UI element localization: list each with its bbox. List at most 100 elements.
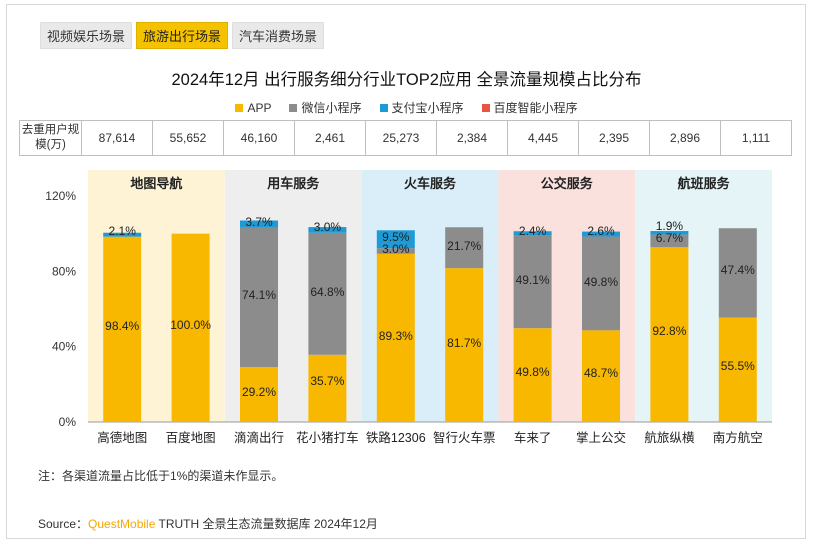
bar-segment — [582, 236, 620, 331]
user-scale-table: 去重用户规模(万) 87,614 55,652 46,160 2,461 25,… — [19, 120, 792, 156]
group-label: 航班服务 — [678, 176, 731, 191]
legend-label-app: APP — [247, 100, 272, 115]
bar-segment — [718, 228, 757, 318]
x-tick-label: 百度地图 — [166, 430, 216, 445]
bar-segment — [582, 231, 620, 237]
group-label: 公交服务 — [541, 176, 594, 191]
data-label: 2.4% — [519, 224, 547, 238]
x-tick-label: 铁路12306 — [366, 430, 426, 445]
user-scale-cell: 87,614 — [81, 120, 153, 156]
legend-swatch-baidu — [481, 103, 490, 112]
bar-segment — [308, 227, 347, 233]
y-tick-label: 120% — [45, 189, 76, 203]
bar-segment — [650, 247, 689, 422]
user-scale-cell: 46,160 — [223, 120, 295, 156]
bar-segment — [582, 330, 620, 422]
bar-segment — [513, 328, 552, 422]
data-label: 29.2% — [242, 385, 276, 399]
legend-item-wechat: 微信小程序 — [289, 99, 362, 116]
x-tick-label: 花小猪打车 — [296, 430, 359, 445]
legend-label-alipay: 支付宝小程序 — [391, 101, 464, 115]
tab-video-entertainment[interactable]: 视频娱乐场景 — [40, 22, 133, 49]
bar-segment — [445, 268, 484, 422]
bar-segment — [171, 233, 210, 422]
source-prefix: Source： — [38, 517, 89, 531]
bar-segment — [308, 232, 347, 355]
data-label: 6.7% — [656, 231, 684, 245]
data-label: 49.8% — [516, 365, 550, 379]
data-label: 2.1% — [109, 224, 137, 238]
footnote: 注：各渠道流量占比低于1%的渠道未作显示。 — [38, 469, 284, 483]
group-label: 用车服务 — [266, 176, 320, 191]
data-label: 100.0% — [170, 318, 211, 332]
data-label: 89.3% — [379, 329, 413, 343]
data-label: 49.1% — [516, 273, 550, 287]
bar-segment — [240, 367, 278, 422]
x-tick-label: 高德地图 — [97, 430, 147, 445]
data-label: 47.4% — [721, 263, 755, 277]
legend-item-app: APP — [235, 99, 271, 116]
legend-swatch-alipay — [379, 103, 388, 112]
user-scale-cell: 1,111 — [720, 120, 792, 156]
bar-segment — [103, 232, 142, 237]
scene-tabs: 视频娱乐场景 旅游出行场景 汽车消费场景 — [40, 22, 325, 49]
data-label: 35.7% — [310, 374, 344, 388]
legend-swatch-app — [235, 103, 244, 112]
bar-segment — [376, 230, 415, 249]
source-brand: QuestMobile — [88, 517, 156, 531]
data-label: 64.8% — [310, 285, 344, 299]
x-tick-label: 掌上公交 — [576, 430, 626, 445]
y-tick-label: 0% — [59, 415, 77, 429]
tab-auto-consumption[interactable]: 汽车消费场景 — [232, 22, 325, 49]
source-suffix: TRUTH 全景生态流量数据库 2024年12月 — [155, 517, 378, 531]
data-label: 3.7% — [245, 215, 273, 229]
bar-segment — [718, 317, 757, 422]
user-scale-cell: 2,395 — [578, 120, 650, 156]
data-label: 74.1% — [242, 288, 276, 302]
data-label: 21.7% — [447, 239, 481, 253]
group-label: 地图导航 — [130, 176, 182, 191]
group-label: 火车服务 — [404, 176, 457, 191]
y-tick-label: 40% — [52, 340, 76, 354]
legend-item-baidu: 百度智能小程序 — [481, 99, 578, 116]
bar-segment — [513, 231, 552, 236]
x-tick-label: 滴滴出行 — [234, 430, 284, 445]
data-label: 3.0% — [314, 220, 342, 234]
chart-title: 2024年12月 出行服务细分行业TOP2应用 全景流量规模占比分布 — [171, 71, 642, 89]
data-label: 55.5% — [721, 359, 755, 373]
bar-segment — [650, 231, 689, 235]
user-scale-header: 去重用户规模(万) — [19, 120, 82, 156]
user-scale-cell: 4,445 — [507, 120, 579, 156]
legend: APP 微信小程序 支付宝小程序 百度智能小程序 — [0, 99, 813, 116]
data-label: 3.0% — [382, 242, 410, 256]
x-tick-label: 车来了 — [514, 430, 552, 445]
x-tick-label: 南方航空 — [713, 430, 763, 445]
legend-label-baidu: 百度智能小程序 — [493, 101, 578, 115]
bar-segment — [103, 236, 142, 422]
legend-item-alipay: 支付宝小程序 — [379, 99, 464, 116]
bar-segment — [513, 235, 552, 329]
data-label: 49.8% — [584, 275, 618, 289]
x-tick-label: 智行火车票 — [433, 430, 496, 445]
legend-swatch-wechat — [289, 103, 298, 112]
bar-segment — [240, 220, 278, 228]
data-label: 81.7% — [447, 336, 481, 350]
user-scale-cell: 2,896 — [649, 120, 721, 156]
data-label: 98.4% — [105, 319, 139, 333]
source-line: Source：QuestMobile TRUTH 全景生态流量数据库 2024年… — [38, 515, 378, 532]
data-label: 92.8% — [652, 324, 686, 338]
data-label: 48.7% — [584, 366, 618, 380]
user-scale-cell: 2,461 — [294, 120, 366, 156]
bar-segment — [240, 227, 278, 368]
x-tick-label: 航旅纵横 — [644, 430, 695, 445]
bar-segment — [308, 354, 347, 422]
bar-segment — [445, 227, 484, 269]
legend-label-wechat: 微信小程序 — [301, 101, 362, 115]
data-label: 2.6% — [587, 224, 615, 238]
y-tick-label: 80% — [52, 264, 76, 278]
bar-segment — [376, 248, 415, 254]
tab-travel[interactable]: 旅游出行场景 — [136, 22, 229, 49]
bar-segment — [650, 234, 689, 248]
bar-segment — [376, 253, 415, 422]
